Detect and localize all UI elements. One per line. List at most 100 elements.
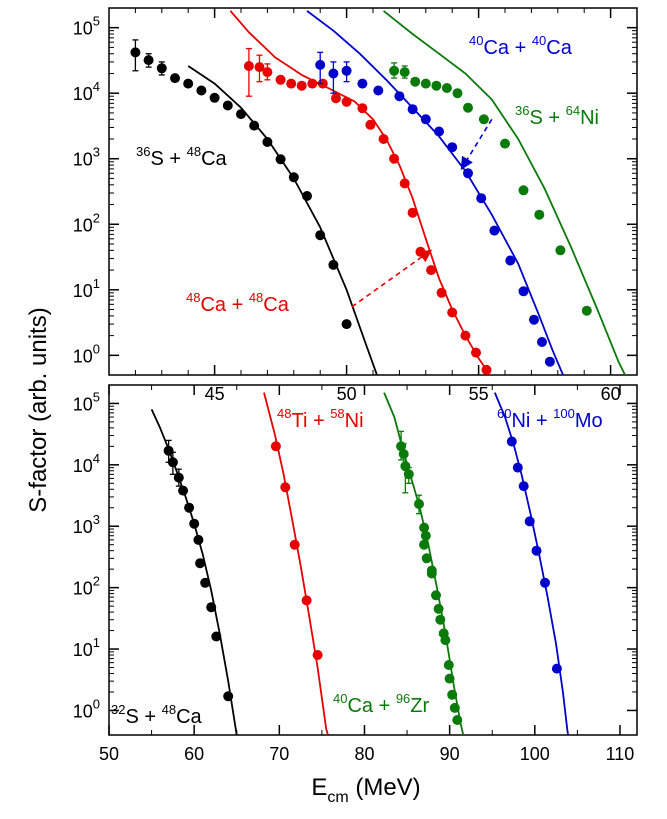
data-point	[447, 689, 458, 700]
x-tick-label: 50	[99, 744, 119, 764]
data-point	[170, 73, 180, 84]
y-tick-label: 103	[73, 145, 100, 170]
data-point	[544, 356, 555, 367]
data-point	[489, 225, 500, 236]
data-point	[505, 255, 516, 266]
data-point	[463, 102, 473, 113]
data-point	[420, 78, 431, 89]
x-tick-label: 80	[354, 744, 374, 764]
x-tick-label: 45	[205, 384, 225, 404]
data-point	[275, 74, 286, 85]
data-point	[331, 93, 341, 104]
data-point	[476, 193, 487, 204]
data-point	[357, 103, 368, 114]
data-point	[200, 577, 211, 588]
data-point	[449, 702, 460, 713]
data-point	[163, 445, 174, 456]
bottom-panel: 50 60 70 80 90 100 110 100 101 102 103 104 105 32S +…	[73, 384, 638, 764]
data-point	[452, 88, 463, 99]
data-point	[518, 286, 529, 297]
x-tick-label: 60	[184, 744, 204, 764]
data-point	[143, 55, 154, 66]
data-point	[289, 539, 300, 550]
x-tick-label: 110	[606, 744, 635, 764]
data-point	[389, 153, 400, 164]
data-point	[222, 100, 233, 111]
y-axis-title: S-factor (arb. units)	[25, 307, 52, 512]
fit-curve-3	[493, 392, 569, 735]
data-point	[236, 109, 246, 120]
data-point	[288, 172, 299, 183]
y-tick-label: 104	[73, 79, 100, 104]
y-tick-label: 101	[73, 635, 100, 660]
data-point	[249, 120, 260, 131]
data-point	[434, 126, 444, 137]
label-48ca-48ca: 48Ca + 48Ca	[186, 290, 290, 316]
data-point	[398, 449, 409, 459]
x-tick-label: 55	[469, 384, 489, 404]
data-point	[399, 67, 410, 78]
data-point	[189, 518, 200, 529]
data-point	[211, 631, 222, 642]
data-point	[420, 114, 431, 125]
fit-curve-0	[187, 65, 378, 375]
fit-curve-2	[306, 10, 564, 375]
data-point	[407, 104, 418, 115]
data-point	[529, 314, 539, 325]
data-point	[195, 558, 206, 569]
data-point	[280, 482, 291, 493]
data-point	[328, 259, 339, 270]
data-point	[173, 472, 184, 483]
data-point	[262, 67, 273, 78]
data-point	[581, 305, 592, 316]
y-tick-label: 100	[73, 696, 100, 721]
data-point	[243, 61, 254, 71]
data-point	[223, 691, 234, 702]
data-point	[551, 663, 562, 674]
y-tick-label: 102	[73, 574, 100, 599]
bottom-plot-frame	[108, 384, 638, 736]
data-point	[286, 78, 297, 89]
top-panel: 45 50 55 60 100 101 102 103 104 105 36S + 48Ca 48…	[73, 7, 638, 404]
data-point	[441, 83, 452, 93]
data-point	[452, 715, 463, 725]
data-point	[130, 47, 141, 58]
label-60ni-100mo: 60Ni + 100Mo	[497, 406, 603, 432]
data-point	[431, 590, 441, 601]
data-point	[518, 185, 529, 196]
data-point	[537, 337, 547, 347]
data-point	[426, 265, 437, 276]
data-point	[196, 85, 207, 96]
data-point	[167, 457, 178, 468]
data-point	[463, 168, 473, 179]
data-point	[426, 568, 437, 579]
data-point	[471, 347, 481, 358]
data-point	[414, 499, 424, 509]
x-axis-title: Ecm (MeV)	[311, 774, 420, 806]
x-tick-label: 50	[337, 384, 357, 404]
data-point	[518, 481, 529, 492]
data-point	[478, 114, 489, 125]
data-point	[378, 134, 389, 144]
data-point	[444, 673, 455, 684]
data-point	[296, 80, 307, 91]
y-tick-label: 105	[73, 14, 100, 39]
data-point	[254, 62, 265, 73]
data-point	[396, 441, 407, 452]
y-tick-label: 105	[73, 389, 100, 414]
data-point	[389, 65, 400, 76]
fit-curve-3	[383, 10, 626, 375]
data-point	[531, 545, 542, 556]
data-point	[209, 92, 220, 103]
data-point	[419, 522, 430, 533]
data-point	[178, 485, 189, 496]
data-point	[275, 154, 286, 165]
data-point	[421, 553, 432, 564]
data-point	[365, 119, 376, 130]
data-point	[447, 307, 458, 318]
data-point	[341, 319, 352, 330]
data-point	[431, 80, 442, 91]
label-48ti-58ni: 48Ti + 58Ni	[277, 406, 364, 432]
annotation-arrow	[351, 249, 433, 308]
